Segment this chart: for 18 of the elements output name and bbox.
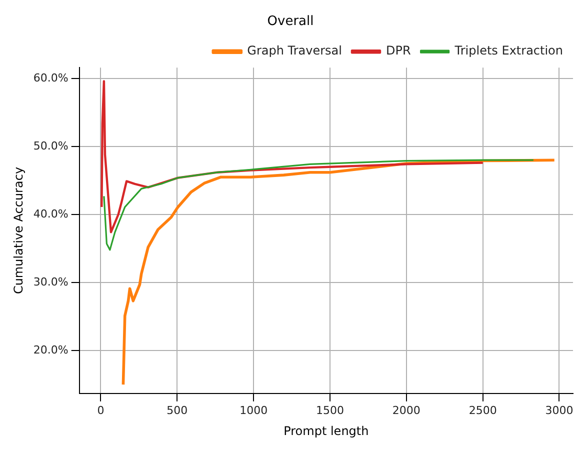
y-tick-label: 30.0% (33, 275, 68, 288)
y-tick-label: 60.0% (33, 71, 68, 84)
x-tick-label: 0 (97, 404, 104, 417)
legend-label: DPR (386, 44, 411, 58)
x-tick-label: 3000 (545, 404, 574, 417)
y-tick-label: 50.0% (33, 139, 68, 152)
legend-label: Graph Traversal (247, 44, 342, 58)
x-tick-label: 2500 (468, 404, 497, 417)
y-tick-label: 20.0% (33, 343, 68, 356)
legend-label: Triplets Extraction (454, 44, 564, 58)
x-tick-label: 500 (166, 404, 188, 417)
x-tick-label: 1000 (240, 404, 268, 417)
x-axis-title: Prompt length (284, 424, 369, 438)
x-tick-label: 2000 (392, 404, 420, 417)
x-tick-label: 1500 (316, 404, 344, 417)
y-axis-title: Cumulative Accuracy (11, 166, 26, 294)
chart-title: Overall (267, 14, 314, 30)
y-tick-label: 40.0% (33, 207, 68, 220)
